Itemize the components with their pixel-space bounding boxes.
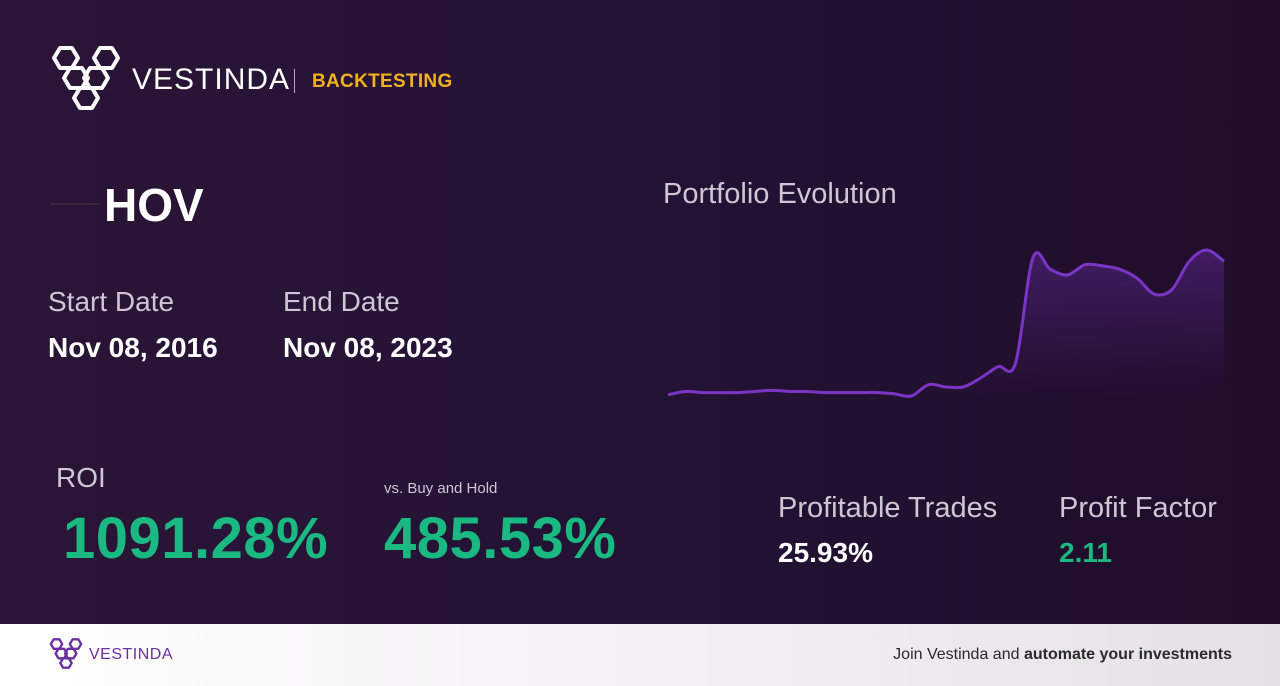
start-date-value: Nov 08, 2016	[48, 332, 218, 363]
brand-name: VESTINDA	[132, 63, 291, 96]
vestinda-logo-icon	[49, 638, 83, 669]
profitable-trades-value: 25.93%	[778, 537, 873, 568]
brand-divider	[294, 69, 295, 93]
vestinda-logo-icon	[52, 46, 120, 110]
buy-hold-label: vs. Buy and Hold	[384, 480, 498, 497]
roi-value: 1091.28%	[63, 506, 329, 571]
buy-hold-value: 485.53%	[384, 506, 617, 571]
footer-bar: VESTINDA Join Vestinda and automate your…	[0, 624, 1280, 686]
profit-factor-value: 2.11	[1059, 537, 1112, 568]
footer-cta-prefix: Join Vestinda and	[893, 646, 1024, 663]
backtest-card: VESTINDA BACKTESTING HOV Start Date Nov …	[0, 0, 1280, 624]
footer-cta-bold: automate your investments	[1023, 646, 1232, 663]
chart-title: Portfolio Evolution	[663, 178, 897, 210]
ticker-logo-placeholder	[50, 203, 100, 205]
profitable-trades-label: Profitable Trades	[778, 492, 998, 524]
ticker-symbol: HOV	[104, 179, 204, 231]
end-date-label: End Date	[283, 286, 400, 317]
chart-area-fill	[668, 250, 1224, 397]
footer-cta[interactable]: Join Vestinda and automate your investme…	[893, 646, 1232, 664]
footer-brand[interactable]: VESTINDA	[89, 646, 174, 663]
end-date-value: Nov 08, 2023	[283, 332, 453, 363]
profit-factor-label: Profit Factor	[1059, 492, 1217, 524]
section-tag: BACKTESTING	[312, 71, 453, 92]
roi-label: ROI	[56, 462, 106, 493]
chart-series-line	[667, 248, 1225, 398]
start-date-label: Start Date	[48, 286, 175, 317]
portfolio-evolution-chart	[667, 248, 1225, 398]
